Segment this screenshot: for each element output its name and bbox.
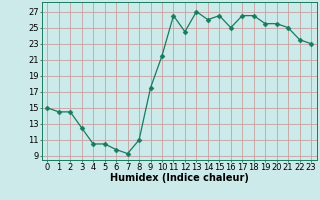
X-axis label: Humidex (Indice chaleur): Humidex (Indice chaleur) (110, 173, 249, 183)
